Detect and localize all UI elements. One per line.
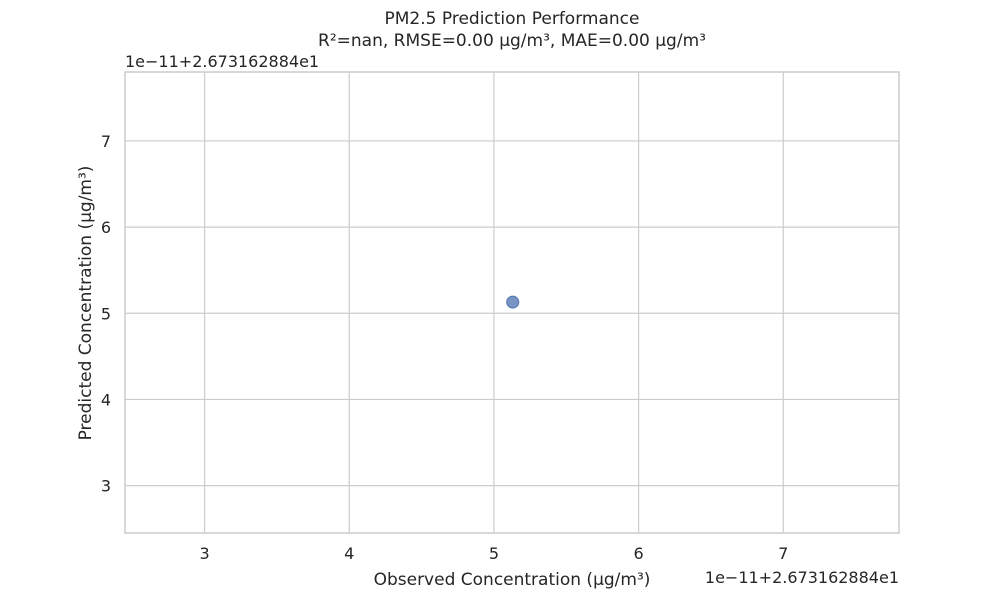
x-tick-labels: 3 4 5 6 7 [199, 544, 788, 563]
x-tick-label: 5 [489, 544, 499, 563]
y-tick-label: 7 [101, 132, 111, 151]
x-tick-label: 4 [344, 544, 354, 563]
x-tick-label: 3 [199, 544, 209, 563]
data-points [506, 295, 520, 309]
y-tick-label: 6 [101, 218, 111, 237]
y-tick-label: 5 [101, 304, 111, 323]
x-axis-label: Observed Concentration (μg/m³) [374, 570, 651, 590]
plot-frame [124, 71, 900, 534]
x-tick-label: 6 [633, 544, 643, 563]
y-tick-labels: 3 4 5 6 7 [101, 132, 111, 496]
y-offset-text: 1e−11+2.673162884e1 [125, 52, 319, 71]
x-offset-text: 1e−11+2.673162884e1 [705, 568, 899, 587]
chart-title: PM2.5 Prediction Performance [385, 9, 640, 29]
x-tick-label: 7 [778, 544, 788, 563]
y-tick-label: 4 [101, 390, 111, 409]
y-axis-label: Predicted Concentration (μg/m³) [76, 166, 96, 441]
grid [125, 72, 899, 533]
scatter-point [506, 295, 520, 309]
chart-subtitle: R²=nan, RMSE=0.00 μg/m³, MAE=0.00 μg/m³ [318, 31, 706, 51]
y-tick-label: 3 [101, 477, 111, 496]
